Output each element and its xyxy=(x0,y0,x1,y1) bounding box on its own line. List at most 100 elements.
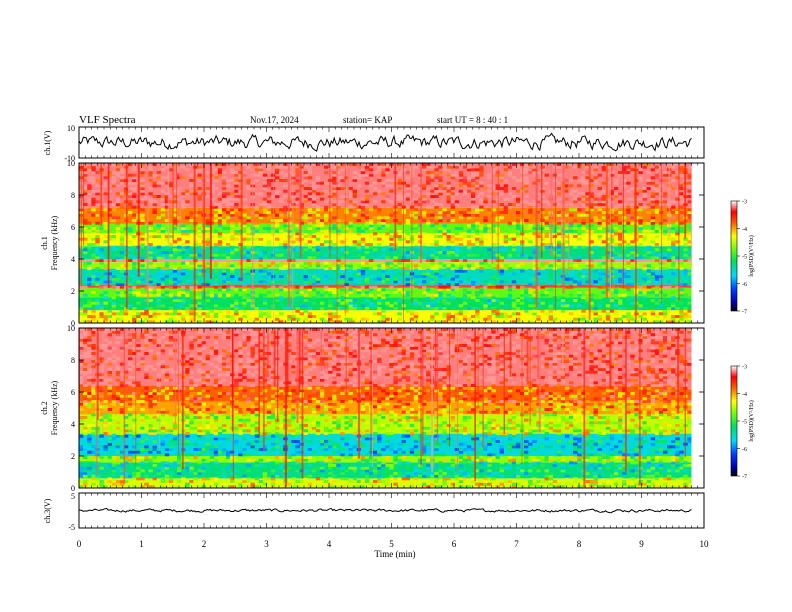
spec1-speckle xyxy=(618,171,623,174)
spec2-speckle xyxy=(205,477,210,481)
spec1-speckle xyxy=(291,197,296,201)
spec1-speckle xyxy=(626,205,631,209)
spec2-speckle xyxy=(230,466,235,470)
spec1-speckle xyxy=(417,197,423,201)
spec1-speckle xyxy=(524,168,529,172)
spec1-speckle xyxy=(315,163,321,166)
spec2-speckle xyxy=(548,458,553,462)
spec1-speckle xyxy=(638,288,643,292)
spec1-speckle xyxy=(381,192,386,196)
spec1-speckle xyxy=(507,277,513,281)
spec2-speckle xyxy=(560,458,566,462)
spec1-speckle xyxy=(132,176,137,180)
spec1-speckle xyxy=(426,256,431,260)
spec1-speckle xyxy=(589,240,594,244)
spec1-speckle xyxy=(581,176,586,180)
spec1-speckle xyxy=(564,277,570,281)
spec1-speckle xyxy=(336,187,341,190)
spec1-speckle xyxy=(262,277,268,281)
spec1-speckle xyxy=(324,320,329,324)
spec1-speckle xyxy=(430,248,435,252)
spec1-speckle xyxy=(266,216,272,220)
spec1-speckle xyxy=(593,211,598,214)
spec1-speckle xyxy=(148,187,153,190)
spec1-speckle xyxy=(221,307,227,310)
spec1-speckle xyxy=(642,256,647,260)
spec1-speckle xyxy=(230,171,235,174)
spec1-speckle xyxy=(258,280,264,284)
spec1-speckle xyxy=(283,232,288,236)
spec1-speckle xyxy=(626,267,631,270)
spec2-speckle xyxy=(270,482,276,486)
spec1-speckle xyxy=(132,195,137,198)
spec1-speckle xyxy=(303,283,308,286)
spec2-speckle xyxy=(254,477,259,481)
spec2-speckle xyxy=(295,472,300,475)
spec2-speckle xyxy=(675,461,680,465)
spec1-speckle xyxy=(601,197,607,201)
spec1-speckle xyxy=(340,240,345,244)
spec1-speckle xyxy=(540,256,545,260)
spec1-speckle xyxy=(613,227,619,230)
spec1-speckle xyxy=(234,232,239,236)
spec1-speckle xyxy=(385,171,390,174)
spec1-speckle xyxy=(340,269,345,273)
spec1-speckle xyxy=(103,285,108,289)
spec1-speckle xyxy=(140,208,145,212)
spec1-speckle xyxy=(291,181,296,185)
spec1-speckle xyxy=(511,307,517,310)
spec1-speckle xyxy=(548,312,553,316)
spec2-speckle xyxy=(201,466,206,470)
spec1-streak xyxy=(273,163,274,323)
spec1-speckle xyxy=(556,259,562,262)
spec2-speckle xyxy=(450,482,455,486)
spec1-speckle xyxy=(385,197,390,201)
spec2-speckle xyxy=(344,477,349,481)
spec1-speckle xyxy=(103,312,108,316)
spec2-speckle xyxy=(573,480,578,483)
spec1-speckle xyxy=(168,261,174,265)
spec1-speckle xyxy=(152,309,157,313)
spec1-speckle xyxy=(618,269,623,273)
spec1-speckle xyxy=(336,253,341,257)
spec2-speckle xyxy=(658,464,664,467)
spec1-speckle xyxy=(597,309,602,313)
spec1-speckle xyxy=(144,288,149,292)
spec1-speckle xyxy=(454,227,460,230)
spec1-speckle xyxy=(642,288,647,292)
spec1-speckle xyxy=(524,211,529,214)
spec2-speckle xyxy=(152,464,157,467)
spec1-speckle xyxy=(128,272,133,276)
spec2-speckle xyxy=(111,461,117,465)
spec1-speckle xyxy=(128,283,133,286)
spec1-speckle xyxy=(662,221,668,225)
spec2-speckle xyxy=(687,477,692,481)
spec1-speckle xyxy=(119,264,125,268)
spec1-speckle xyxy=(160,189,166,193)
spec1-speckle xyxy=(91,317,96,321)
spec1-speckle xyxy=(483,261,488,265)
spec1-speckle xyxy=(87,184,92,188)
spec1-speckle xyxy=(87,192,92,196)
spec1-speckle xyxy=(270,232,276,236)
spec1-speckle xyxy=(270,277,276,281)
spec1-speckle xyxy=(270,227,276,230)
spec1-speckle xyxy=(115,184,121,188)
spec1-speckle xyxy=(307,227,313,230)
spec1-speckle xyxy=(148,165,153,169)
spec1-speckle xyxy=(307,269,313,273)
spec2-speckle xyxy=(168,466,174,470)
spec1-speckle xyxy=(397,267,402,270)
spec1-speckle xyxy=(156,267,161,270)
spec1-speckle xyxy=(556,197,562,201)
spec1-speckle xyxy=(234,293,239,297)
spec1-speckle xyxy=(103,203,108,206)
spec1-speckle xyxy=(605,315,611,318)
spec1-speckle xyxy=(307,320,313,324)
spec2-speckle xyxy=(683,474,688,478)
spec2-speckle xyxy=(442,482,447,486)
spec1-speckle xyxy=(577,304,582,308)
spec1-speckle xyxy=(654,307,660,310)
spec1-speckle xyxy=(356,243,362,246)
spec1-speckle xyxy=(622,307,627,310)
